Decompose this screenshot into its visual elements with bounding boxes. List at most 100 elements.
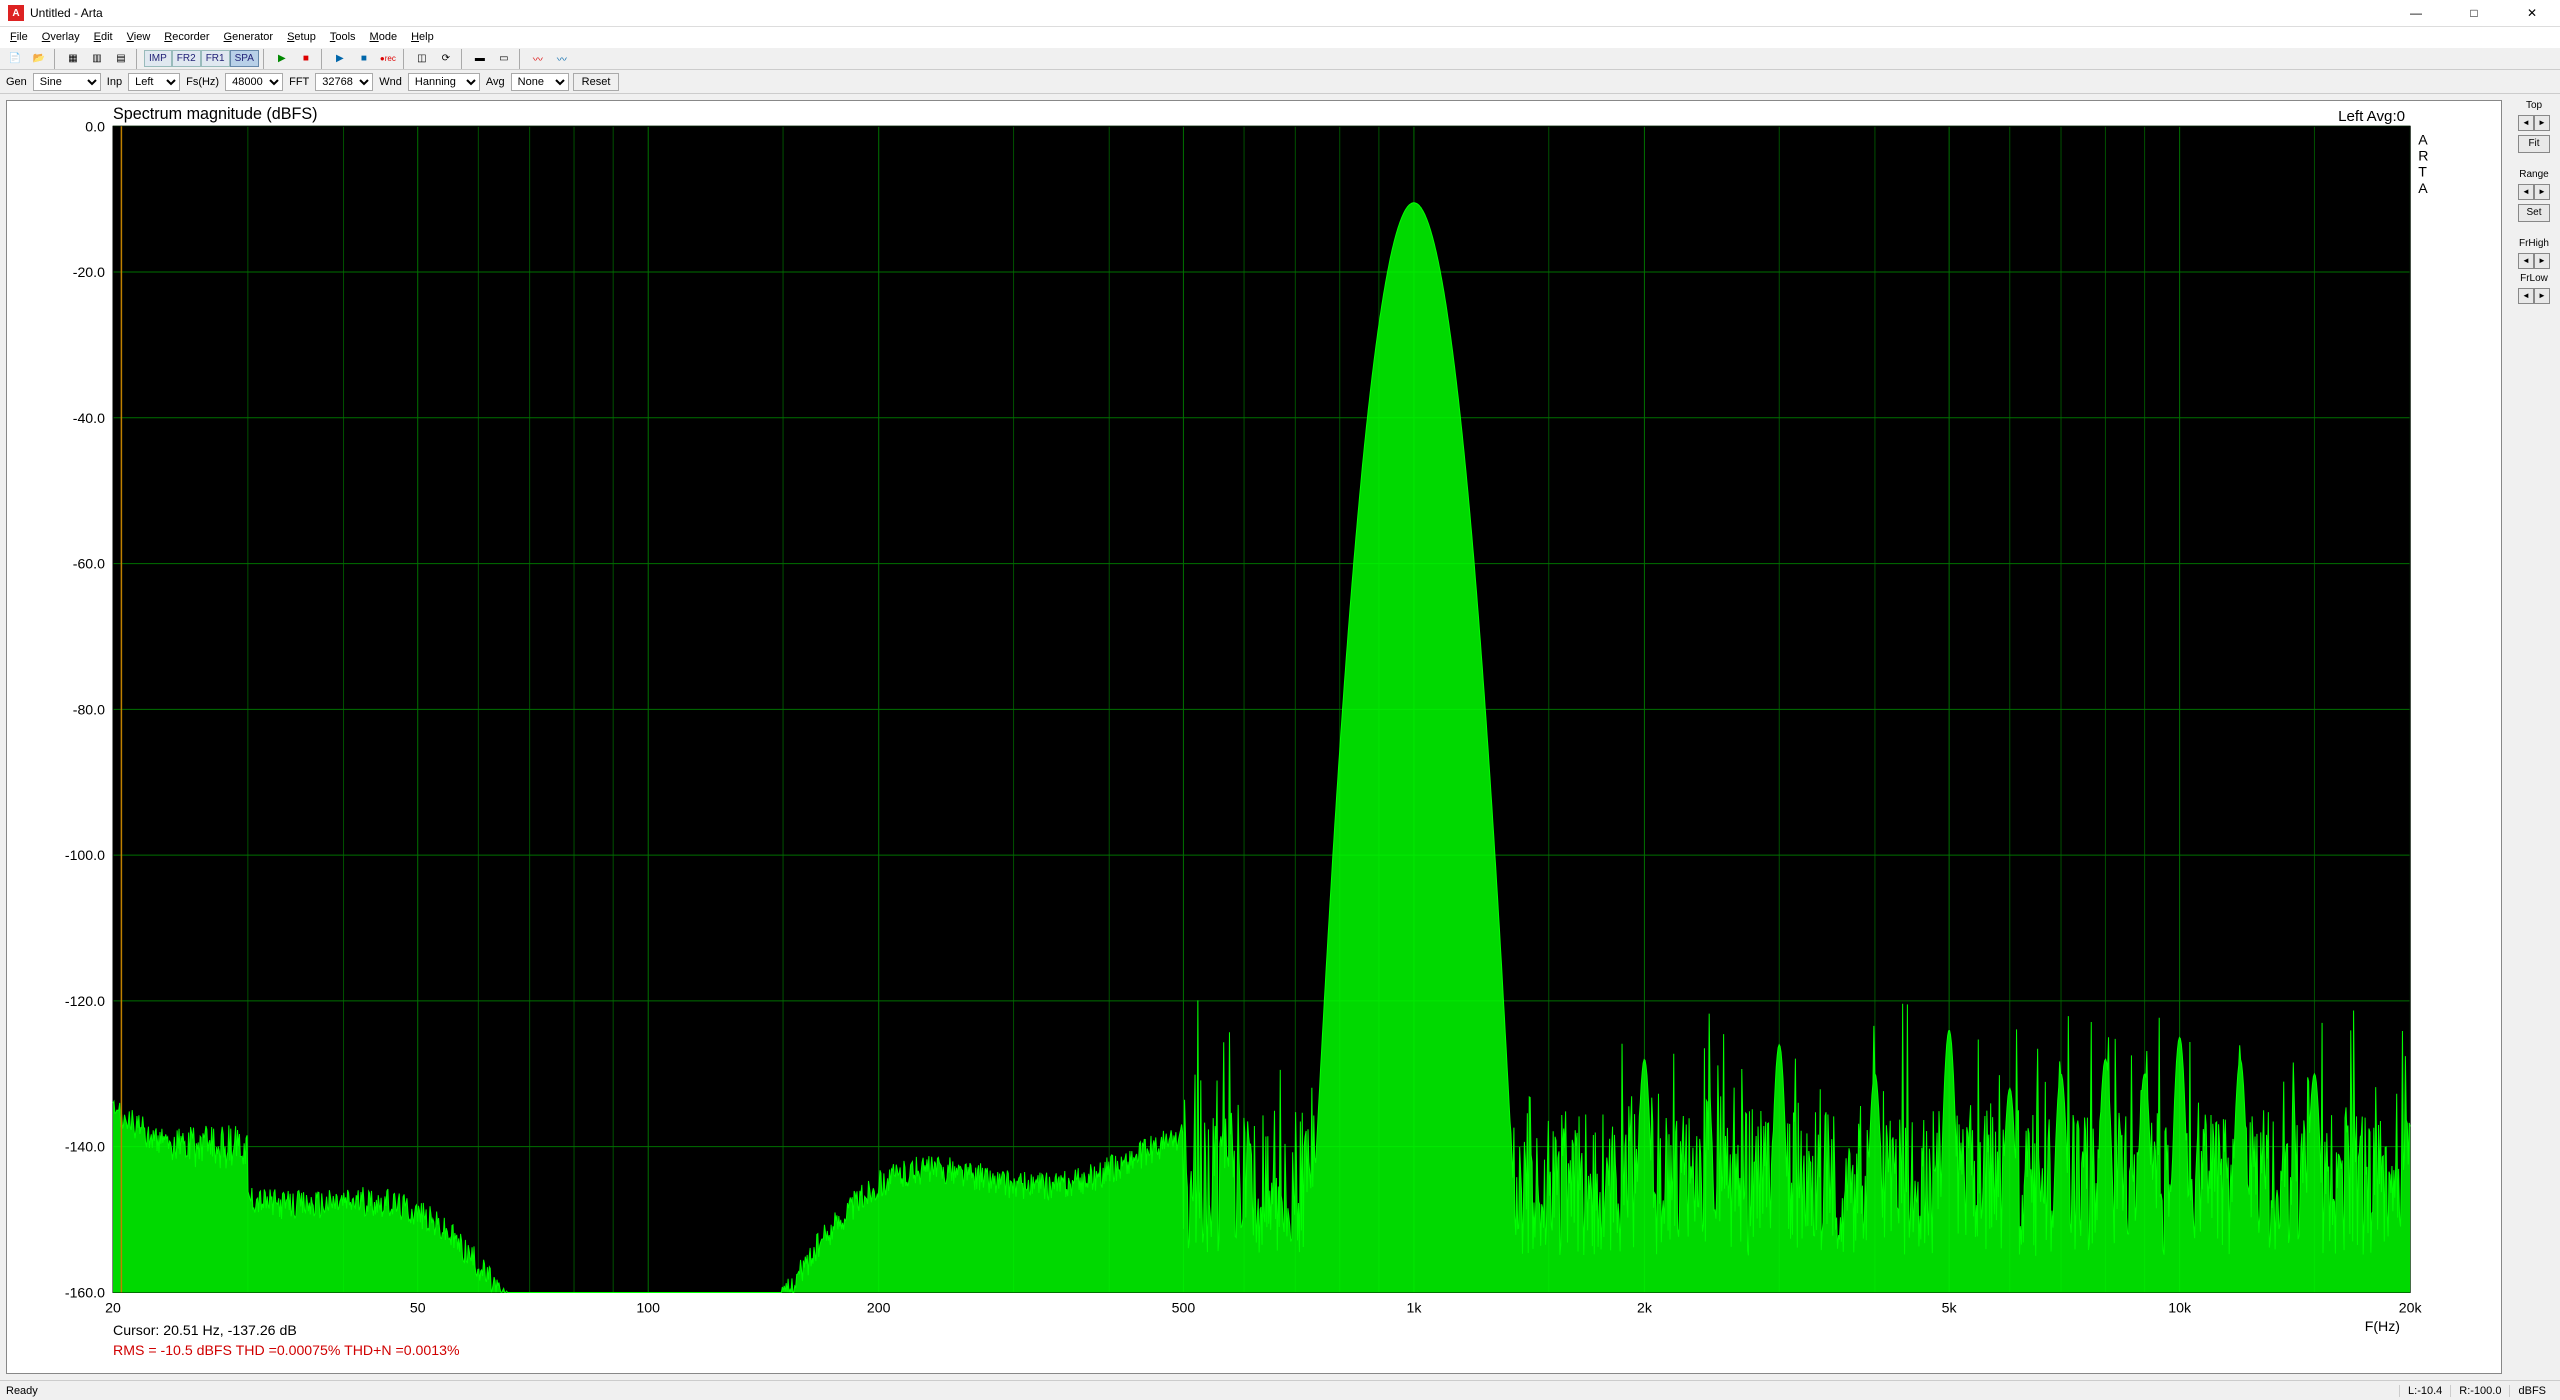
tool4-icon[interactable]: ▭ <box>493 49 515 69</box>
menu-edit[interactable]: Edit <box>88 29 119 45</box>
frlow-left-button[interactable]: ◄ <box>2518 288 2534 304</box>
svg-text:200: 200 <box>867 1300 891 1316</box>
svg-text:F(Hz): F(Hz) <box>2365 1318 2400 1334</box>
range-label: Range <box>2519 169 2548 180</box>
inp-label: Inp <box>105 76 124 88</box>
wnd-label: Wnd <box>377 76 404 88</box>
tool3-icon[interactable]: ▬ <box>469 49 491 69</box>
record-icon[interactable]: ■ <box>295 49 317 69</box>
range-right-button[interactable]: ► <box>2534 184 2550 200</box>
grid1-icon[interactable]: ▦ <box>62 49 84 69</box>
tool6-icon[interactable]: 〰 <box>551 49 573 69</box>
svg-text:A: A <box>2418 180 2428 196</box>
close-button[interactable]: ✕ <box>2512 6 2552 20</box>
svg-text:1k: 1k <box>1406 1300 1422 1316</box>
reset-button[interactable]: Reset <box>573 73 620 91</box>
svg-text:20: 20 <box>105 1300 121 1316</box>
inp-select[interactable]: Left <box>128 73 180 91</box>
grid2-icon[interactable]: ▥ <box>86 49 108 69</box>
top-label: Top <box>2526 100 2542 111</box>
menu-view[interactable]: View <box>121 29 157 45</box>
menu-mode[interactable]: Mode <box>364 29 404 45</box>
toolbar-params: Gen Sine Inp Left Fs(Hz) 48000 FFT 32768… <box>0 70 2560 93</box>
tool5-icon[interactable]: 〰 <box>527 49 549 69</box>
mode-imp-button[interactable]: IMP <box>144 50 172 67</box>
fs-select[interactable]: 48000 <box>225 73 283 91</box>
tool1-icon[interactable]: ◫ <box>411 49 433 69</box>
top-left-button[interactable]: ◄ <box>2518 115 2534 131</box>
grid3-icon[interactable]: ▤ <box>110 49 132 69</box>
status-units: dBFS <box>2509 1385 2554 1397</box>
mode-fr1-button[interactable]: FR1 <box>201 50 230 67</box>
avg-label: Avg <box>484 76 507 88</box>
gen-select[interactable]: Sine <box>33 73 101 91</box>
menu-file[interactable]: File <box>4 29 34 45</box>
frlow-right-button[interactable]: ► <box>2534 288 2550 304</box>
svg-text:Left Avg:0: Left Avg:0 <box>2338 108 2405 125</box>
avg-select[interactable]: None <box>511 73 569 91</box>
svg-text:-160.0: -160.0 <box>65 1284 105 1300</box>
menu-setup[interactable]: Setup <box>281 29 322 45</box>
frhigh-left-button[interactable]: ◄ <box>2518 253 2534 269</box>
range-left-button[interactable]: ◄ <box>2518 184 2534 200</box>
svg-text:Cursor: 20.51 Hz, -137.26 dB: Cursor: 20.51 Hz, -137.26 dB <box>113 1322 297 1338</box>
svg-text:Spectrum magnitude (dBFS): Spectrum magnitude (dBFS) <box>113 105 318 123</box>
fs-label: Fs(Hz) <box>184 76 221 88</box>
svg-text:100: 100 <box>636 1300 660 1316</box>
svg-text:-100.0: -100.0 <box>65 847 105 863</box>
status-ready: Ready <box>6 1385 2399 1397</box>
frhigh-label: FrHigh <box>2519 238 2549 249</box>
statusbar: Ready L:-10.4 R:-100.0 dBFS <box>0 1380 2560 1400</box>
svg-text:-20.0: -20.0 <box>73 264 105 280</box>
chart-area[interactable]: 20 50 100 200 500 1k 2k 5k 10k 20k 0.0 -20.0 -40.0 -6… <box>6 100 2502 1374</box>
maximize-button[interactable]: □ <box>2454 6 2494 20</box>
menu-generator[interactable]: Generator <box>218 29 280 45</box>
rec-icon[interactable]: ●rec <box>377 49 399 69</box>
side-panel: Top ◄► Fit Range ◄► Set FrHigh ◄► FrLow … <box>2508 94 2560 1380</box>
svg-text:R: R <box>2418 147 2428 163</box>
mode-spa-button[interactable]: SPA <box>230 50 259 67</box>
stop2-icon[interactable]: ■ <box>353 49 375 69</box>
svg-text:5k: 5k <box>1942 1300 1958 1316</box>
frhigh-right-button[interactable]: ► <box>2534 253 2550 269</box>
minimize-button[interactable]: — <box>2396 6 2436 20</box>
gen-label: Gen <box>4 76 29 88</box>
toolbar-main: 📄 📂 ▦ ▥ ▤ IMPFR2FR1SPA ▶ ■ ▶ ■ ●rec ◫ ⟳ … <box>0 47 2560 71</box>
svg-text:-60.0: -60.0 <box>73 556 105 572</box>
svg-text:RMS = -10.5 dBFS THD =0.0007: RMS = -10.5 dBFS THD =0.00075% THD+N =0.… <box>113 1342 460 1358</box>
svg-text:2k: 2k <box>1637 1300 1653 1316</box>
svg-text:0.0: 0.0 <box>85 118 105 134</box>
svg-text:-120.0: -120.0 <box>65 993 105 1009</box>
window-title: Untitled - Arta <box>30 6 2396 20</box>
status-left-level: L:-10.4 <box>2399 1385 2450 1397</box>
svg-text:T: T <box>2418 164 2427 180</box>
play-icon[interactable]: ▶ <box>271 49 293 69</box>
titlebar: A Untitled - Arta — □ ✕ <box>0 0 2560 27</box>
menubar: FileOverlayEditViewRecorderGeneratorSetu… <box>0 27 2560 47</box>
svg-text:500: 500 <box>1172 1300 1196 1316</box>
menu-help[interactable]: Help <box>405 29 440 45</box>
fft-select[interactable]: 32768 <box>315 73 373 91</box>
app-icon: A <box>8 5 24 21</box>
menu-overlay[interactable]: Overlay <box>36 29 86 45</box>
new-icon[interactable]: 📄 <box>4 49 26 69</box>
svg-text:-40.0: -40.0 <box>73 410 105 426</box>
svg-text:-80.0: -80.0 <box>73 701 105 717</box>
svg-text:A: A <box>2418 131 2428 147</box>
tool2-icon[interactable]: ⟳ <box>435 49 457 69</box>
svg-text:50: 50 <box>410 1300 426 1316</box>
mode-fr2-button[interactable]: FR2 <box>172 50 201 67</box>
set-button[interactable]: Set <box>2518 204 2550 222</box>
fft-label: FFT <box>287 76 311 88</box>
svg-text:10k: 10k <box>2168 1300 2192 1316</box>
svg-text:-140.0: -140.0 <box>65 1139 105 1155</box>
status-right-level: R:-100.0 <box>2450 1385 2509 1397</box>
fit-button[interactable]: Fit <box>2518 135 2550 153</box>
play2-icon[interactable]: ▶ <box>329 49 351 69</box>
wnd-select[interactable]: Hanning <box>408 73 480 91</box>
menu-tools[interactable]: Tools <box>324 29 362 45</box>
menu-recorder[interactable]: Recorder <box>158 29 215 45</box>
svg-text:20k: 20k <box>2399 1300 2423 1316</box>
top-right-button[interactable]: ► <box>2534 115 2550 131</box>
open-icon[interactable]: 📂 <box>28 49 50 69</box>
